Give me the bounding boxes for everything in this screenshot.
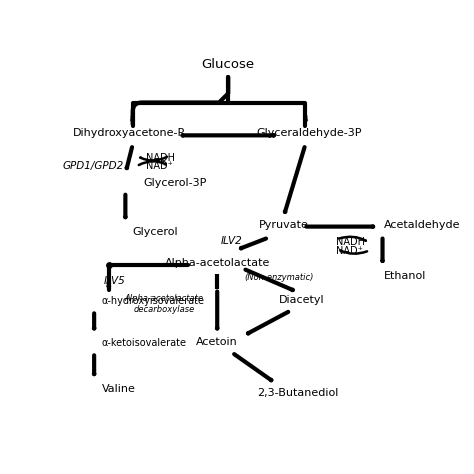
Text: α-ketoisovalerate: α-ketoisovalerate: [101, 338, 186, 348]
Text: NADH: NADH: [336, 237, 365, 247]
Text: NADH: NADH: [146, 153, 174, 163]
Text: ILV2: ILV2: [221, 236, 243, 246]
Text: Ethanol: Ethanol: [384, 271, 427, 281]
Text: Glyceraldehyde-3P: Glyceraldehyde-3P: [256, 128, 362, 138]
Text: Dihydroxyacetone-P: Dihydroxyacetone-P: [73, 128, 185, 138]
Text: NAD⁺: NAD⁺: [336, 246, 363, 256]
Text: ILV5: ILV5: [103, 275, 125, 286]
Text: Alpha-acetolactate
decarboxylase: Alpha-acetolactate decarboxylase: [125, 294, 203, 313]
Text: Alpha-acetolactate: Alpha-acetolactate: [164, 258, 270, 268]
Text: α-hydroxyisovalerate: α-hydroxyisovalerate: [101, 296, 204, 306]
Text: Acetaldehyde: Acetaldehyde: [384, 220, 461, 230]
Text: NAD⁺: NAD⁺: [146, 161, 173, 172]
Text: (Non-enzymatic): (Non-enzymatic): [245, 273, 314, 282]
Text: GPD1/GPD2: GPD1/GPD2: [63, 161, 124, 172]
Text: 2,3-Butanediol: 2,3-Butanediol: [257, 388, 339, 398]
Text: Glycerol-3P: Glycerol-3P: [144, 178, 207, 188]
Text: Glucose: Glucose: [201, 58, 255, 72]
Text: Pyruvate: Pyruvate: [258, 220, 308, 230]
Text: Acetoin: Acetoin: [196, 337, 238, 346]
Text: Diacetyl: Diacetyl: [279, 295, 325, 305]
Text: Valine: Valine: [101, 384, 136, 394]
Text: Glycerol: Glycerol: [133, 227, 178, 237]
